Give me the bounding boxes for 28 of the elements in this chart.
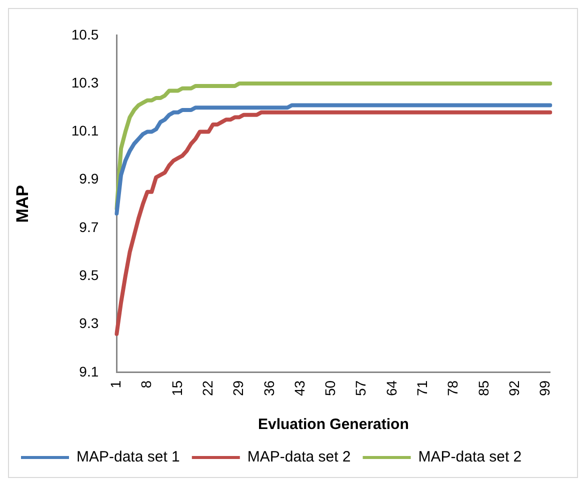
x-tick-label: 15	[168, 380, 185, 396]
legend-label: MAP-data set 2	[418, 448, 522, 466]
x-tick-label: 1	[108, 380, 124, 388]
x-tick-label: 92	[506, 380, 522, 396]
y-tick-label: 10.1	[71, 122, 99, 139]
y-tick-label: 9.1	[79, 363, 99, 380]
x-tick-label: 57	[352, 380, 369, 396]
x-tick-label: 99	[536, 380, 553, 396]
x-tick-label: 71	[414, 380, 430, 396]
x-tick-label: 22	[199, 380, 216, 396]
y-tick-label: 9.9	[79, 170, 99, 187]
y-tick-label: 9.3	[79, 315, 99, 332]
y-tick-label: 10.3	[71, 74, 99, 90]
x-axis-title: Evluation Generation	[258, 416, 409, 434]
x-tick-label: 85	[475, 380, 492, 396]
x-tick-label: 64	[383, 380, 400, 396]
x-tick-label: 43	[291, 380, 308, 396]
x-tick-label: 36	[260, 380, 277, 396]
x-tick-label: 78	[444, 380, 461, 396]
y-axis-title: MAP	[12, 185, 32, 223]
y-tick-label: 9.7	[79, 218, 99, 235]
y-tick-label: 9.5	[79, 266, 99, 283]
x-tick-label: 8	[138, 380, 154, 388]
y-tick-label: 10.5	[71, 26, 99, 42]
x-tick-label: 50	[322, 380, 338, 396]
x-tick-label: 29	[230, 380, 246, 396]
legend-label: MAP-data set 1	[76, 448, 180, 466]
legend-label: MAP-data set 2	[247, 448, 351, 466]
